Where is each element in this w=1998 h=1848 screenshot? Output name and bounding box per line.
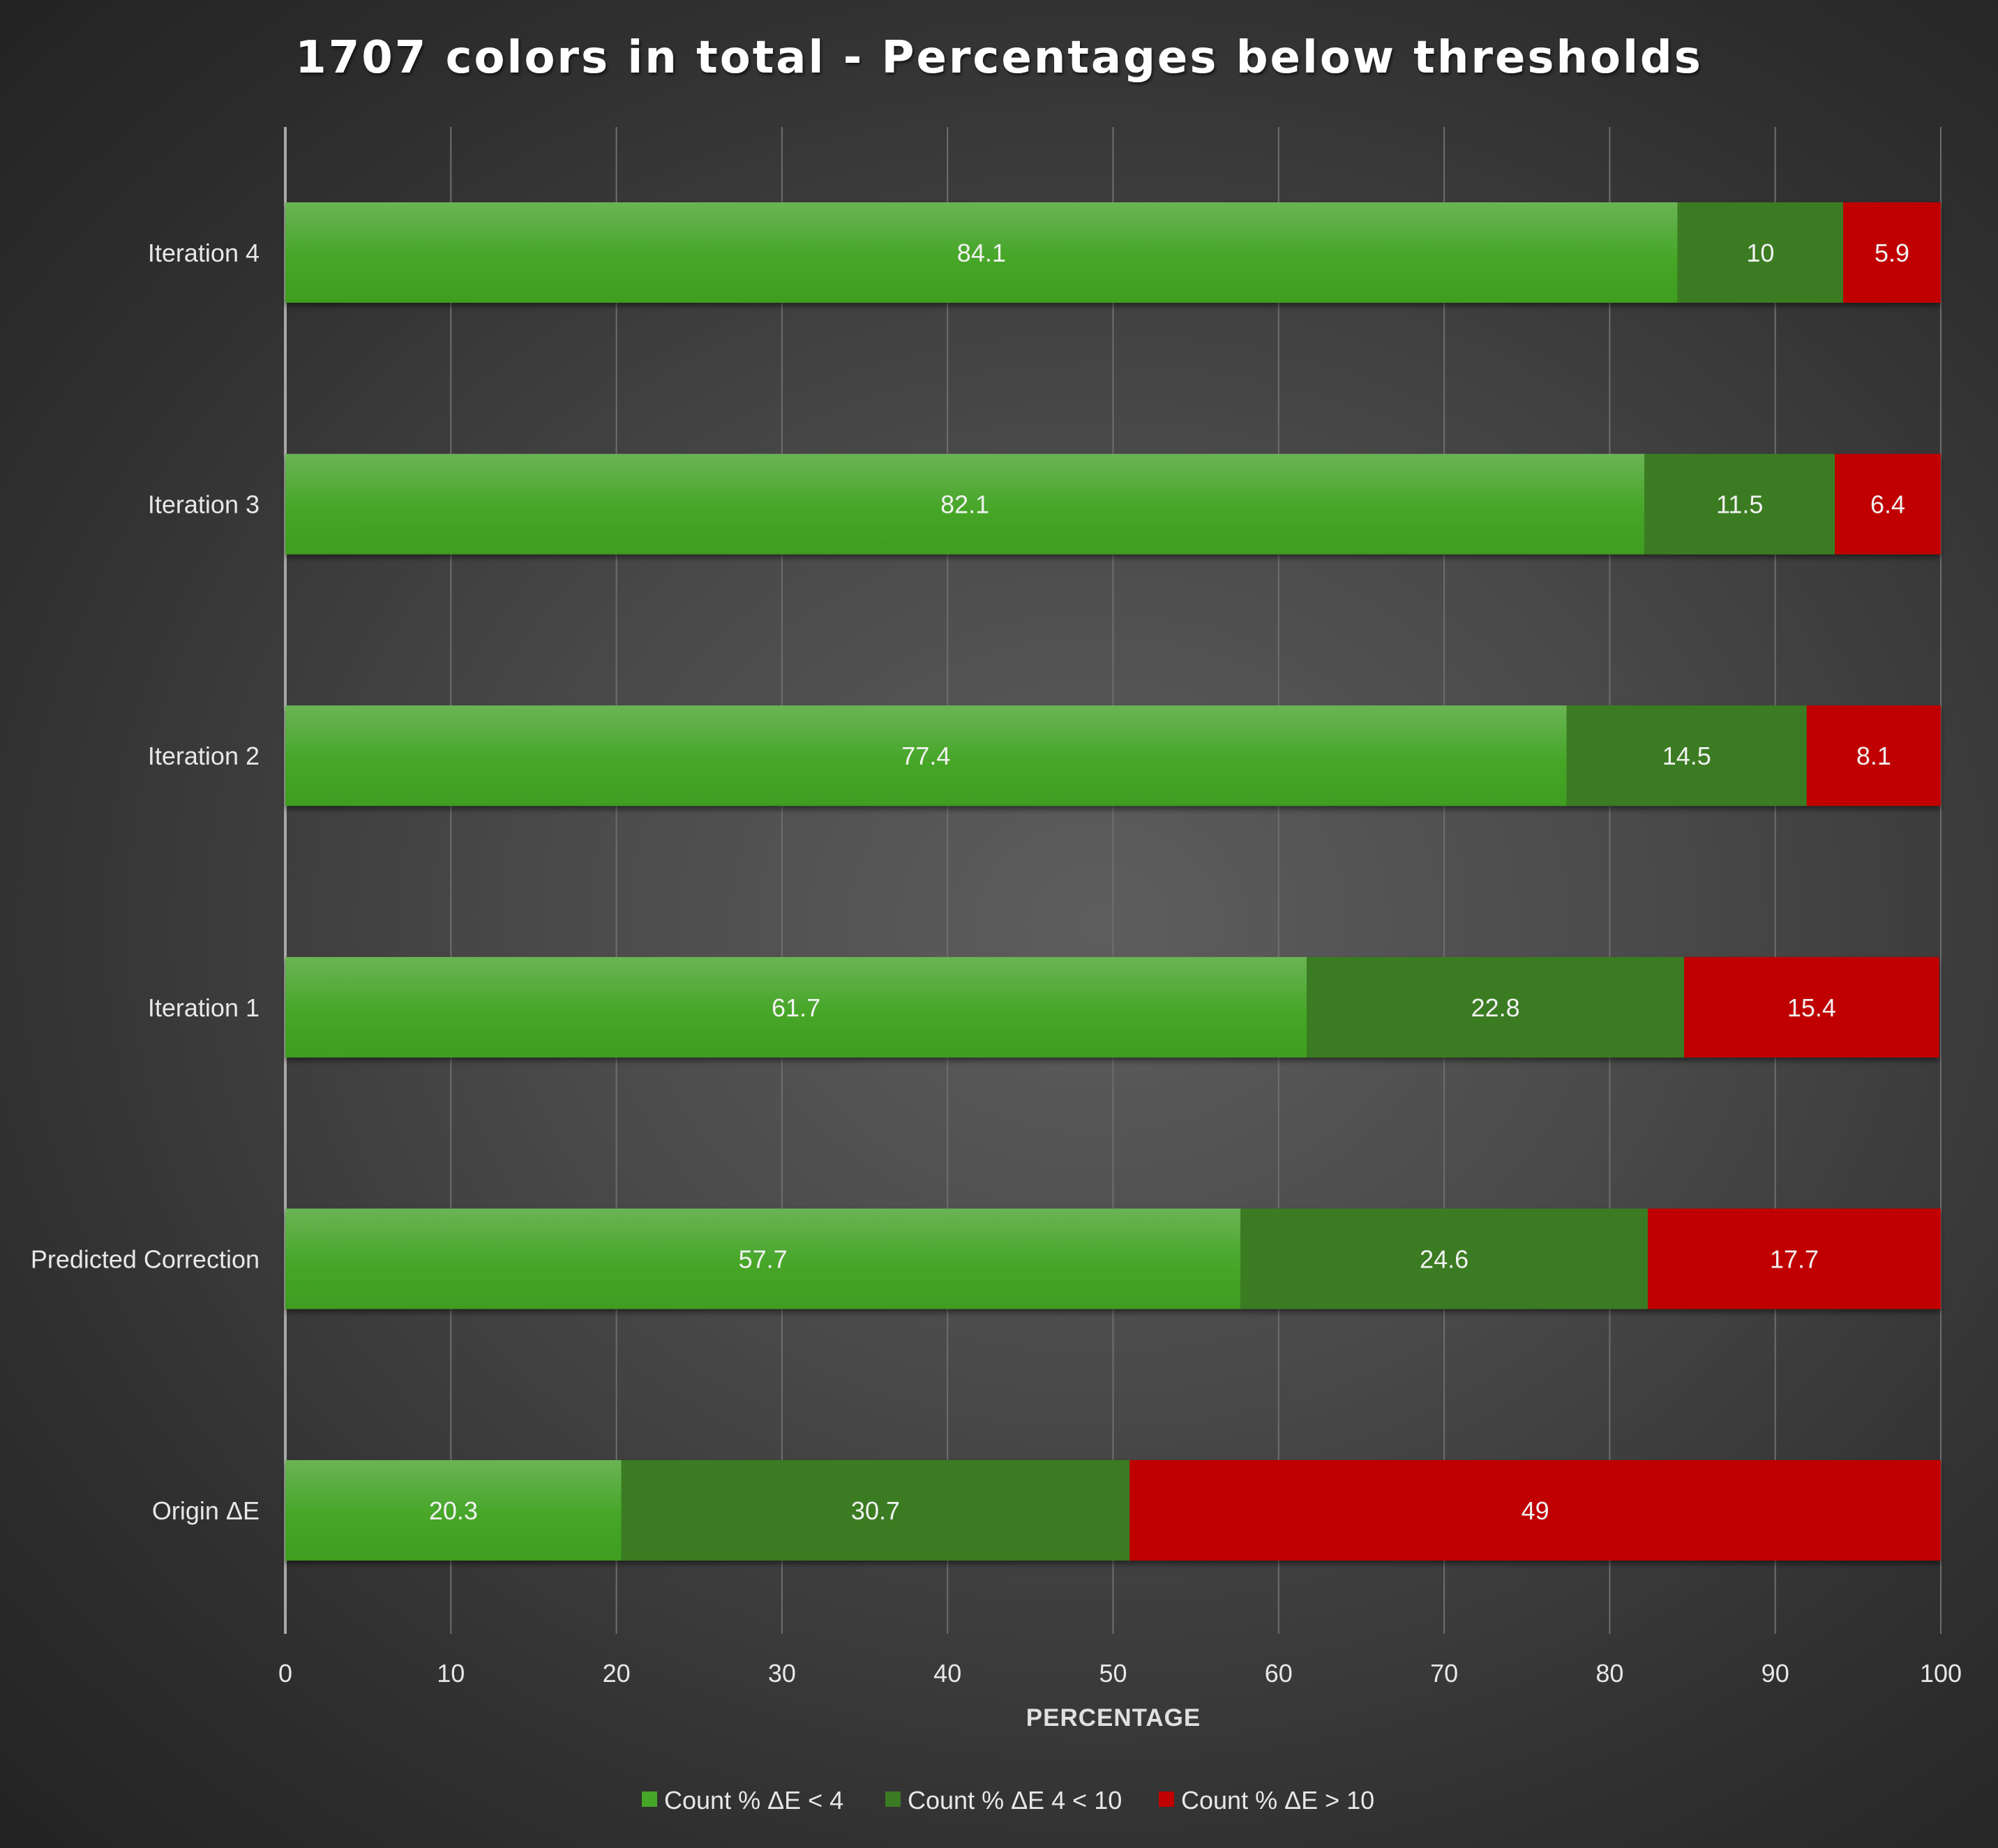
x-tick-label: 20 xyxy=(603,1659,631,1688)
bar-segment xyxy=(285,956,1307,1058)
bar-segment xyxy=(1647,1208,1941,1309)
x-tick-label: 30 xyxy=(768,1659,796,1688)
bar-row xyxy=(285,202,1941,303)
data-label: 20.3 xyxy=(429,1496,478,1525)
legend-swatch xyxy=(642,1791,657,1807)
bar-segment xyxy=(621,1460,1130,1561)
bar-segment xyxy=(1806,705,1941,806)
gridlines xyxy=(284,127,1941,1634)
data-label: 77.4 xyxy=(901,742,950,770)
bar-segment xyxy=(1566,705,1807,806)
bar-row xyxy=(285,1208,1941,1309)
bar-row xyxy=(285,956,1939,1058)
data-label: 22.8 xyxy=(1471,993,1520,1022)
x-tick-label: 0 xyxy=(278,1659,292,1688)
bar-segment xyxy=(1240,1208,1648,1309)
bar-segment xyxy=(1677,202,1843,303)
category-label: Predicted Correction xyxy=(31,1245,260,1273)
data-label: 24.6 xyxy=(1420,1245,1469,1273)
category-label: Iteration 1 xyxy=(148,993,260,1022)
data-labels: 84.1 10 5.9 82.1 11.5 6.4 77.4 14.5 8.1 61.7 22.8 1… xyxy=(429,239,1909,1525)
data-label: 6.4 xyxy=(1870,490,1905,519)
x-tick-label: 90 xyxy=(1762,1659,1789,1688)
data-label: 15.4 xyxy=(1787,993,1836,1022)
x-tick-label: 60 xyxy=(1265,1659,1293,1688)
data-label: 30.7 xyxy=(851,1496,900,1525)
data-label: 11.5 xyxy=(1716,490,1763,519)
data-label: 10 xyxy=(1746,239,1774,267)
x-tick-label: 100 xyxy=(1920,1659,1962,1688)
bar-segment xyxy=(285,1208,1241,1309)
x-tick-label: 50 xyxy=(1099,1659,1127,1688)
chart-title: 1707 colors in total - Percentages below… xyxy=(295,32,1703,84)
bar-row xyxy=(285,705,1941,806)
data-label: 5.9 xyxy=(1875,239,1909,267)
x-tick-label: 40 xyxy=(933,1659,961,1688)
category-axis-labels: Iteration 4 Iteration 3 Iteration 2 Iterati… xyxy=(31,239,260,1525)
bar-segment xyxy=(1129,1460,1941,1561)
category-label: Iteration 4 xyxy=(148,239,260,267)
data-label: 14.5 xyxy=(1662,742,1711,770)
data-label: 82.1 xyxy=(940,490,989,519)
bar-segment xyxy=(1307,956,1685,1058)
data-label: 61.7 xyxy=(772,993,820,1022)
legend-label: Count % ΔE 4 < 10 xyxy=(908,1786,1122,1815)
bar-segment xyxy=(285,202,1678,303)
bar-segment xyxy=(285,705,1567,806)
bar-row xyxy=(285,1460,1941,1561)
category-label: Iteration 2 xyxy=(148,742,260,770)
bars xyxy=(285,202,1941,1561)
legend-label: Count % ΔE > 10 xyxy=(1181,1786,1374,1815)
x-axis-title: PERCENTAGE xyxy=(1026,1704,1201,1731)
bar-segment xyxy=(285,1460,622,1561)
category-label: Origin ΔE xyxy=(152,1496,260,1525)
bar-segment xyxy=(1644,453,1835,555)
x-tick-label: 80 xyxy=(1595,1659,1623,1688)
data-label: 84.1 xyxy=(957,239,1006,267)
legend-swatch xyxy=(885,1791,901,1807)
legend-label: Count % ΔE < 4 xyxy=(664,1786,843,1815)
bar-segment xyxy=(1842,202,1941,303)
bar-row xyxy=(285,453,1941,555)
legend-swatch xyxy=(1159,1791,1174,1807)
bar-segment xyxy=(1835,453,1941,555)
bar-segment xyxy=(1684,956,1939,1058)
legend: Count % ΔE < 4 Count % ΔE 4 < 10 Count % Δ… xyxy=(642,1786,1374,1815)
bar-segment xyxy=(285,453,1645,555)
data-label: 49 xyxy=(1522,1496,1549,1525)
data-label: 17.7 xyxy=(1770,1245,1819,1273)
x-tick-label: 70 xyxy=(1430,1659,1458,1688)
x-axis-tick-labels: 0 10 20 30 40 50 60 70 80 90 100 xyxy=(278,1659,1962,1688)
data-label: 8.1 xyxy=(1856,742,1891,770)
category-label: Iteration 3 xyxy=(148,490,260,519)
data-label: 57.7 xyxy=(739,1245,788,1273)
x-tick-label: 10 xyxy=(437,1659,465,1688)
